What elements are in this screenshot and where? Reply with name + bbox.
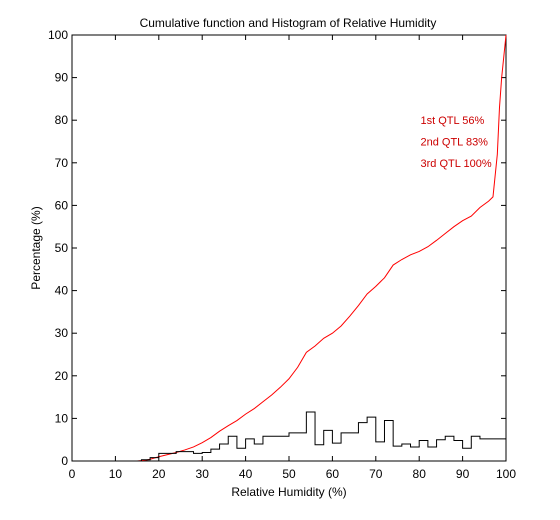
y-axis-title: Percentage (%) [29,206,43,289]
y-tick-label: 80 [55,113,69,127]
x-tick-label: 40 [239,467,253,481]
chart-title: Cumulative function and Histogram of Rel… [140,16,437,30]
y-tick-label: 70 [55,156,69,170]
y-tick-label: 30 [55,326,69,340]
y-axis: 0 10 20 30 40 50 60 70 80 90 100 [48,28,506,468]
x-tick-label: 0 [69,467,76,481]
x-tick-label: 30 [196,467,210,481]
x-tick-label: 60 [326,467,340,481]
x-axis-title: Relative Humidity (%) [231,485,346,499]
y-tick-label: 60 [55,198,69,212]
y-tick-label: 50 [55,241,69,255]
y-tick-label: 10 [55,411,69,425]
x-tick-label: 10 [109,467,123,481]
cumulative-line-series [72,34,507,462]
x-tick-label: 70 [369,467,383,481]
y-tick-label: 40 [55,284,69,298]
x-tick-label: 90 [456,467,470,481]
quantile-annotation: 2nd QTL 83% [421,137,489,149]
x-axis: 0 10 20 30 40 50 60 70 80 90 100 [69,35,516,481]
y-tick-label: 20 [55,369,69,383]
quantile-annotation: 3rd QTL 100% [421,158,492,170]
annotation-layer: 1st QTL 56% 2nd QTL 83% 3rd QTL 100% [421,115,492,170]
quantile-annotation: 1st QTL 56% [421,115,485,127]
x-tick-label: 20 [152,467,166,481]
x-tick-label: 50 [282,467,296,481]
x-tick-label: 80 [413,467,427,481]
series-layer [72,34,507,462]
histogram-series [140,411,507,461]
plot-area [71,34,507,462]
y-tick-label: 0 [61,454,68,468]
x-tick-label: 100 [496,467,516,481]
y-tick-label: 90 [55,71,69,85]
y-tick-label: 100 [48,28,68,42]
